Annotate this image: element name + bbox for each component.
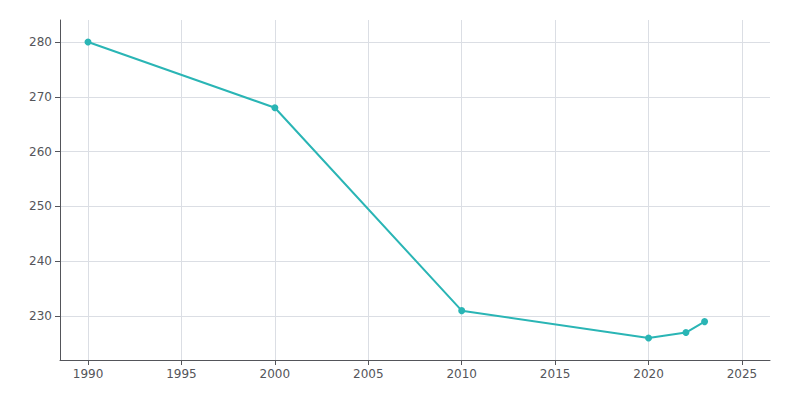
svg-text:1995: 1995 — [166, 367, 197, 381]
svg-text:230: 230 — [29, 309, 52, 323]
svg-text:2005: 2005 — [353, 367, 384, 381]
svg-text:260: 260 — [29, 145, 52, 159]
svg-text:1990: 1990 — [73, 367, 104, 381]
svg-text:280: 280 — [29, 35, 52, 49]
svg-text:2020: 2020 — [633, 367, 664, 381]
svg-text:250: 250 — [29, 199, 52, 213]
svg-text:270: 270 — [29, 90, 52, 104]
svg-text:2015: 2015 — [540, 367, 571, 381]
svg-text:2025: 2025 — [727, 367, 758, 381]
svg-text:2000: 2000 — [260, 367, 291, 381]
svg-text:2010: 2010 — [446, 367, 477, 381]
svg-text:240: 240 — [29, 254, 52, 268]
